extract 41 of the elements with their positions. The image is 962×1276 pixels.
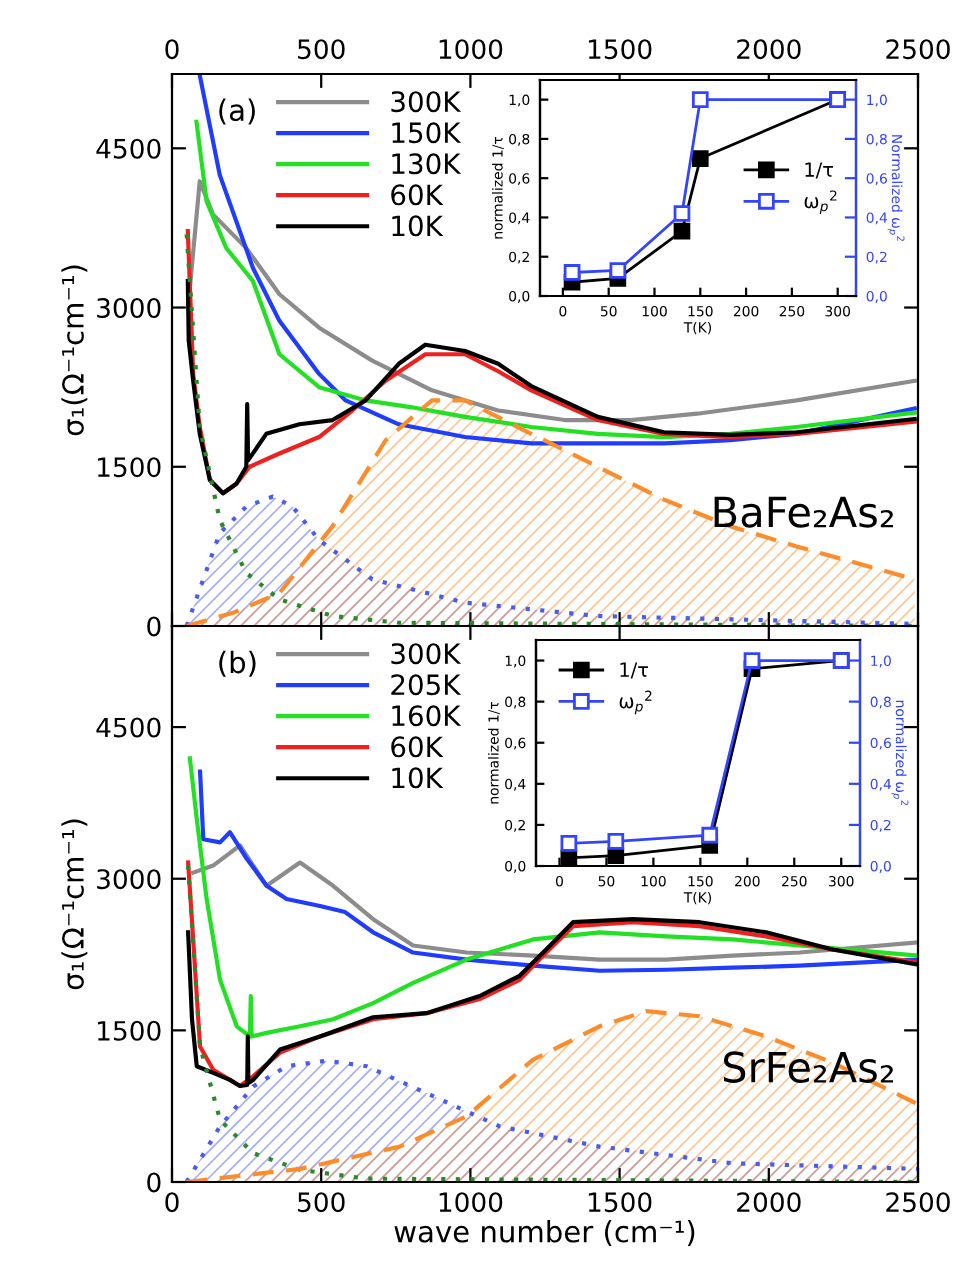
- legend-label: 60K: [391, 184, 444, 206]
- y-tick-label: 1500: [98, 457, 161, 478]
- annotation: SrFe₂As₂: [723, 1051, 893, 1083]
- x-tick-label: 1000: [439, 39, 503, 60]
- x-tick-label: 1500: [588, 1192, 652, 1213]
- y-tick-label: 4500: [96, 138, 161, 159]
- legend-label: 60K: [391, 736, 444, 758]
- y-tick-label: 3000: [97, 297, 161, 318]
- annotation: (b): [219, 650, 256, 677]
- legend-label: 300K: [391, 643, 462, 665]
- y-tick-label: 1500: [98, 1020, 161, 1041]
- x-tick-label: 500: [298, 1192, 345, 1213]
- legend-label: 10K: [392, 215, 444, 237]
- x-tick-label: 2000: [737, 1192, 801, 1213]
- x-tick-label: 2500: [886, 39, 950, 60]
- x-axis-title: wave number (cm⁻¹): [394, 1220, 695, 1247]
- x-tick-label: 500: [298, 39, 345, 60]
- legend-label: 300K: [391, 91, 462, 113]
- legend-label: 1/τ: [805, 162, 833, 179]
- y-axis-title: σ₁(Ω⁻¹cm⁻¹): [61, 819, 88, 990]
- y-tick-label: 3000: [97, 869, 161, 890]
- y-tick-label: 0: [147, 1172, 161, 1193]
- legend-label: 10K: [392, 767, 444, 789]
- annotation: (a): [219, 98, 255, 125]
- legend-label: 160K: [392, 705, 462, 727]
- legend-label: 1/τ: [620, 662, 648, 679]
- x-tick-label: 2000: [737, 39, 801, 60]
- y-tick-label: 0: [147, 616, 161, 637]
- x-tick-label: 2500: [886, 1192, 950, 1213]
- x-tick-label: 0: [165, 39, 179, 60]
- y-axis-title: σ₁(Ω⁻¹cm⁻¹): [61, 265, 88, 436]
- y-tick-label: 4500: [96, 717, 161, 738]
- annotation: BaFe₂As₂: [714, 496, 893, 528]
- legend-label: 130K: [392, 153, 462, 175]
- legend-label: ω$_{p}$$^{2}$: [619, 690, 652, 715]
- legend-label: ω$_{p}$$^{2}$: [804, 190, 837, 214]
- legend-label: 150K: [392, 122, 462, 144]
- x-tick-label: 1000: [439, 1192, 503, 1213]
- x-tick-label: 0: [165, 1192, 179, 1213]
- x-tick-label: 1500: [588, 39, 652, 60]
- legend-label: 205K: [391, 674, 462, 696]
